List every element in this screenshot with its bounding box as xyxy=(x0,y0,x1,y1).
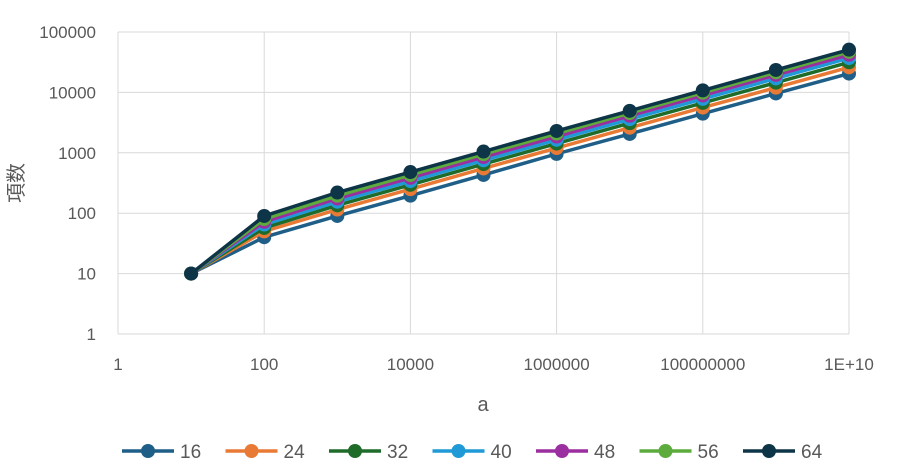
data-point xyxy=(695,83,710,98)
series-64 xyxy=(184,42,856,281)
legend-item-56: 56 xyxy=(639,442,719,463)
data-point xyxy=(622,103,637,118)
series-line xyxy=(190,47,850,275)
legend: 16 24 32 40 48 56 64 xyxy=(122,442,823,463)
legend-label: 32 xyxy=(387,442,408,463)
y-axis-title: 項数 xyxy=(5,163,28,203)
legend-marker xyxy=(348,444,362,458)
legend-item-16: 16 xyxy=(122,442,201,463)
legend-marker xyxy=(141,444,155,458)
data-point xyxy=(842,42,856,57)
legend-label: 16 xyxy=(180,442,201,463)
legend-marker xyxy=(762,444,776,458)
y-tick-label: 1000 xyxy=(58,144,96,163)
legend-label: 48 xyxy=(594,442,615,463)
data-point xyxy=(257,208,272,223)
legend-item-48: 48 xyxy=(536,442,615,463)
legend-marker xyxy=(658,444,673,458)
y-tick-label: 10 xyxy=(77,265,96,284)
y-tick-label: 1 xyxy=(87,325,96,344)
series-line xyxy=(190,50,850,276)
data-point xyxy=(549,123,564,138)
legend-item-64: 64 xyxy=(743,442,823,463)
series-line xyxy=(190,71,850,276)
legend-marker xyxy=(555,444,569,458)
series-32 xyxy=(184,55,856,281)
x-tick-label: 1000000 xyxy=(524,355,590,374)
y-tick-label: 10000 xyxy=(49,83,96,102)
y-tick-label: 100000 xyxy=(39,23,96,42)
data-point xyxy=(768,62,783,77)
data-point xyxy=(403,165,418,180)
legend-item-24: 24 xyxy=(225,442,306,463)
x-tick-label: 1E+10 xyxy=(824,355,874,374)
legend-marker xyxy=(244,444,259,458)
legend-item-32: 32 xyxy=(329,442,408,463)
y-tick-label: 100 xyxy=(68,204,96,223)
x-tick-label: 10000 xyxy=(387,355,434,374)
series-lines xyxy=(184,42,856,281)
series-line xyxy=(190,56,850,276)
legend-label: 24 xyxy=(284,442,306,463)
x-tick-label: 100000000 xyxy=(660,355,745,374)
series-line xyxy=(190,60,850,276)
series-line xyxy=(190,65,850,276)
x-tick-label: 1 xyxy=(113,355,122,374)
legend-label: 64 xyxy=(801,442,823,463)
legend-item-40: 40 xyxy=(432,442,512,463)
data-point xyxy=(476,144,491,159)
legend-marker xyxy=(451,444,466,458)
legend-label: 40 xyxy=(491,442,512,463)
data-point xyxy=(330,185,345,200)
gridlines xyxy=(117,31,850,335)
series-24 xyxy=(184,60,856,281)
x-tick-label: 100 xyxy=(250,355,278,374)
series-16 xyxy=(184,66,856,281)
series-line xyxy=(190,53,850,276)
tick-labels: 1 10 100 1000 10000 100000 1 100 10000 1000000 100… xyxy=(39,23,874,374)
legend-label: 56 xyxy=(698,442,719,463)
x-axis-title: a xyxy=(477,394,489,416)
data-point xyxy=(184,266,199,281)
